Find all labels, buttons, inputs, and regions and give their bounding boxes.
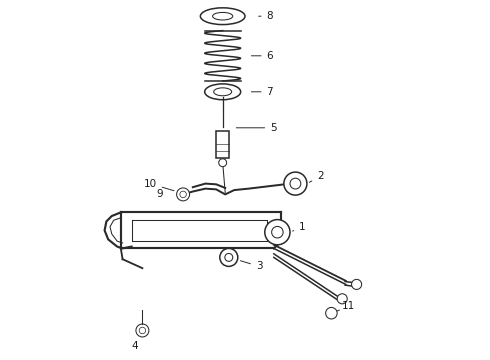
Ellipse shape [213,12,233,20]
Text: 2: 2 [309,171,323,182]
Circle shape [176,188,190,201]
Text: 1: 1 [293,222,306,232]
Text: 4: 4 [132,341,139,351]
Text: 11: 11 [337,301,355,311]
Circle shape [219,159,227,167]
Circle shape [271,226,283,238]
Circle shape [290,178,301,189]
Circle shape [220,248,238,266]
Circle shape [326,307,337,319]
Text: 10: 10 [144,179,174,191]
Circle shape [225,253,233,261]
Text: 8: 8 [259,11,273,21]
Ellipse shape [214,88,232,96]
Ellipse shape [205,84,241,100]
Circle shape [337,294,347,304]
Text: 6: 6 [251,51,273,61]
Text: 5: 5 [236,123,277,133]
Bar [216,131,229,158]
Text: 7: 7 [251,87,273,97]
Circle shape [265,220,290,245]
Circle shape [136,324,149,337]
Text: 9: 9 [156,189,163,199]
Circle shape [139,327,146,334]
Text: 3: 3 [241,261,263,271]
Circle shape [284,172,307,195]
Circle shape [351,279,362,289]
Ellipse shape [200,8,245,24]
Circle shape [180,191,186,198]
